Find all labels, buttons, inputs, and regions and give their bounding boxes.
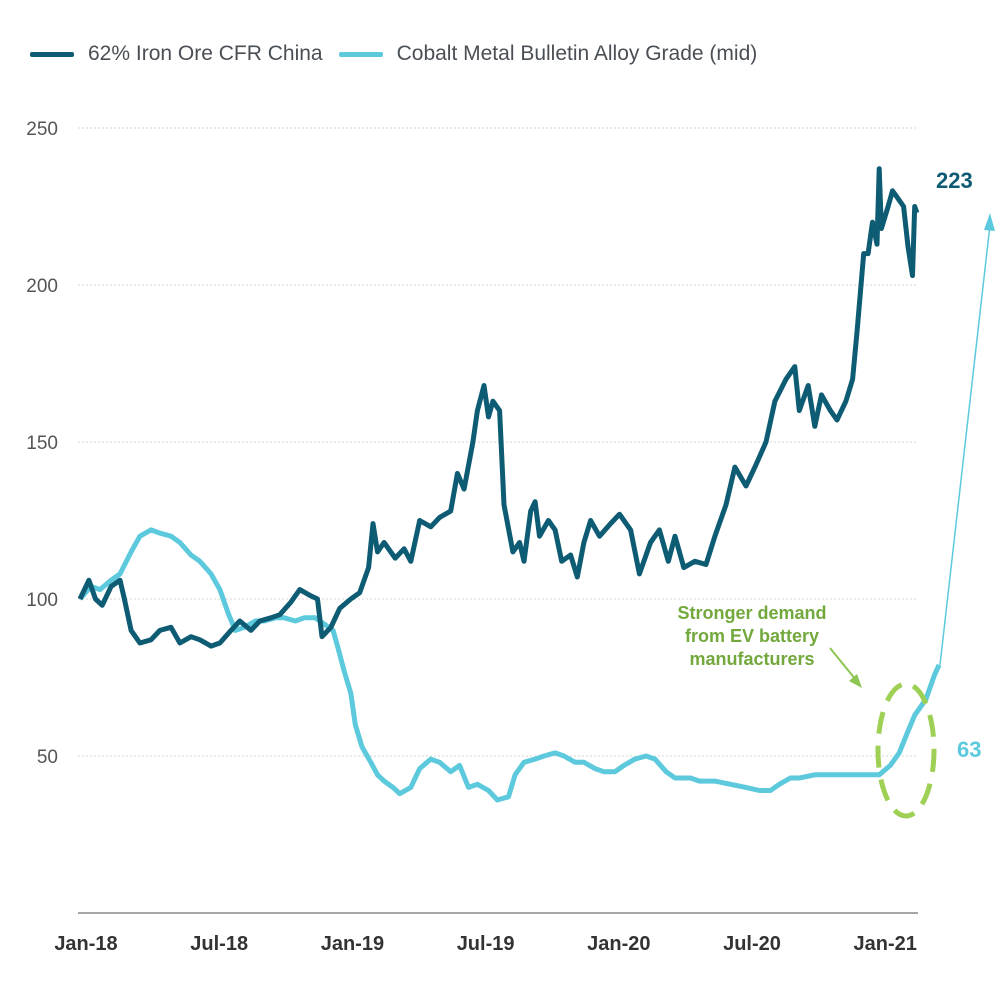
y-tick-label: 50 (37, 747, 58, 768)
annotation-text-line-2: from EV battery (685, 626, 819, 646)
series-line-cobalt (78, 527, 942, 803)
legend-label-iron-ore: 62% Iron Ore CFR China (88, 42, 323, 65)
annotation-pointer-arrowhead (849, 674, 862, 688)
y-tick-label: 150 (26, 433, 58, 454)
legend-swatch-cobalt (338, 51, 383, 57)
chart-legend: 62% Iron Ore CFR China Cobalt Metal Bull… (30, 42, 773, 66)
x-tick-label: Jul-19 (457, 933, 515, 955)
y-tick-label: 100 (26, 590, 58, 611)
x-tick-label: Jan-20 (587, 933, 650, 955)
series-line-iron-ore (77, 166, 920, 649)
annotation-text-line-3: manufacturers (689, 649, 814, 669)
annotation-arrow-line (939, 224, 991, 666)
legend-item-iron-ore: 62% Iron Ore CFR China (30, 42, 323, 66)
y-tick-label: 200 (26, 276, 58, 297)
end-label-cobalt: 63 (957, 737, 981, 762)
annotation-text-line-1: Stronger demand (677, 603, 826, 623)
legend-swatch-iron-ore (30, 51, 74, 57)
x-tick-label: Jan-19 (321, 933, 384, 955)
highlight-dashed-ellipse (875, 681, 937, 819)
legend-item-cobalt: Cobalt Metal Bulletin Alloy Grade (mid) (338, 42, 758, 66)
x-tick-label: Jul-18 (190, 933, 248, 955)
legend-label-cobalt: Cobalt Metal Bulletin Alloy Grade (mid) (396, 42, 758, 65)
annotation-pointer-arrow (829, 647, 857, 681)
y-tick-label: 250 (26, 119, 58, 140)
x-tick-label: Jul-20 (723, 933, 781, 955)
x-tick-label: Jan-21 (854, 933, 917, 955)
end-label-iron-ore: 223 (936, 168, 973, 193)
x-tick-label: Jan-18 (54, 933, 117, 955)
annotation-arrowhead (984, 213, 995, 231)
